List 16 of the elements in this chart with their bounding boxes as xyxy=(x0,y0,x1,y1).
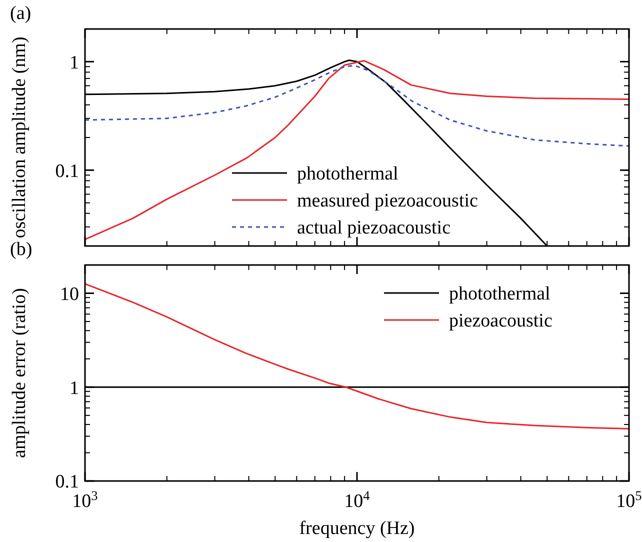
x-axis-title: frequency (Hz) xyxy=(299,518,415,539)
legend-label: photothermal xyxy=(449,284,550,305)
y-tick-label: 1 xyxy=(70,52,79,74)
y-axis-title: amplitude error (ratio) xyxy=(9,288,30,458)
x-tick-label: 10$^{5}$ xyxy=(616,488,642,512)
x-tick-label: 10$^{4}$ xyxy=(344,488,370,512)
y-axis-title: oscillation amplitude (nm) xyxy=(9,36,30,238)
legend-label: piezoacoustic xyxy=(449,310,552,332)
text: (b) xyxy=(10,239,32,260)
legend-label: actual piezoacoustic xyxy=(297,218,451,239)
y-tick-label: 10 xyxy=(60,284,79,305)
legend-label: measured piezoacoustic xyxy=(297,190,478,212)
y-tick-label: 1 xyxy=(70,378,79,399)
y-tick-label: 0.1 xyxy=(55,160,79,182)
legend-label: photothermal xyxy=(297,164,398,185)
text: (a) xyxy=(10,3,32,24)
